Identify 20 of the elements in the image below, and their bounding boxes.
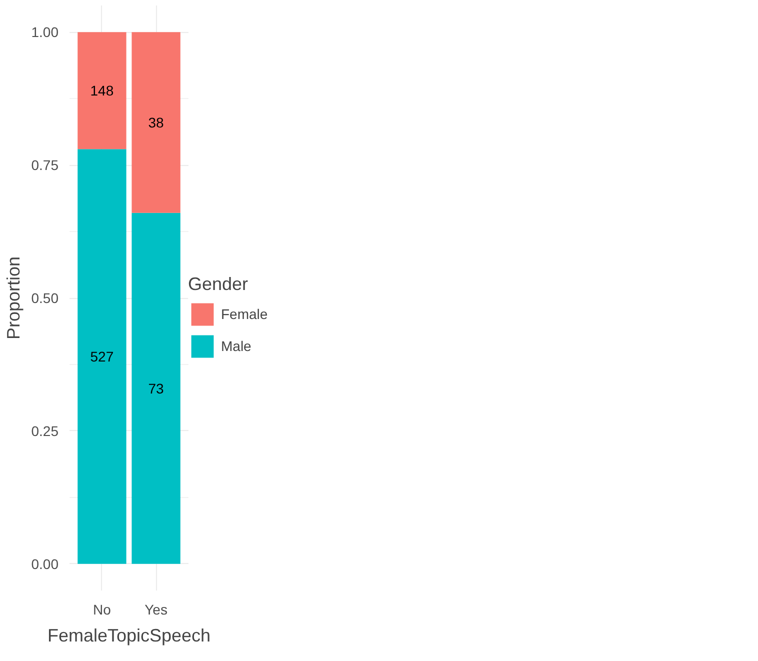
legend-label: Female [221,306,268,322]
y-axis-title: Proportion [3,256,24,340]
bar [78,149,126,564]
annotation: 73 [148,380,164,396]
bar [132,32,180,213]
legend-title: Gender [188,274,250,295]
x-tick-label: No [93,602,112,618]
bar [78,32,126,150]
annotation: 148 [90,82,114,99]
annotation: 527 [90,348,114,364]
y-tick-label: 0.25 [31,422,59,439]
y-tick-label: 0.50 [31,290,59,306]
annotation: 38 [148,114,164,130]
x-axis-title: FemaleTopicSpeech [47,626,211,646]
legend-label: Male [221,338,252,354]
y-tick-label: 1.00 [31,24,59,40]
bar [132,212,180,564]
y-tick-label: 0.00 [31,556,59,572]
y-tick-label: 0.75 [31,157,59,174]
x-tick-label: Yes [144,602,168,618]
